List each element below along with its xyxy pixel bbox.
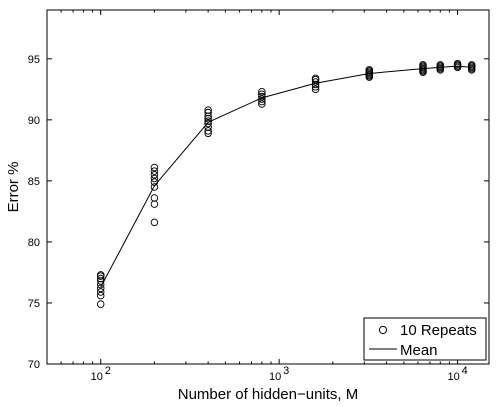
data-point <box>96 288 105 296</box>
data-point <box>96 274 105 283</box>
legend-label-repeats: 10 Repeats <box>400 322 477 339</box>
data-point <box>204 123 212 131</box>
data-point <box>258 92 266 101</box>
data-point <box>96 291 105 300</box>
legend-marker-repeats <box>378 325 388 335</box>
y-tick-label: 85 <box>28 176 40 188</box>
x-tick-label: 10 <box>269 371 281 383</box>
data-point <box>96 277 105 285</box>
data-point <box>150 183 159 191</box>
data-point <box>96 280 105 289</box>
data-point <box>419 61 427 69</box>
data-point <box>258 97 266 106</box>
y-tick-label: 80 <box>28 237 40 249</box>
data-point <box>204 108 212 117</box>
data-point <box>258 88 266 96</box>
data-point <box>204 112 212 120</box>
data-point <box>453 59 462 68</box>
data-point <box>204 127 212 135</box>
data-point <box>311 83 320 91</box>
data-point <box>96 300 105 308</box>
data-point <box>258 90 266 98</box>
y-tick-label: 70 <box>28 359 40 371</box>
x-tick-label: 10 <box>447 371 459 383</box>
mean-line <box>100 65 472 288</box>
data-point <box>311 78 320 86</box>
data-point <box>96 271 105 279</box>
data-point <box>467 61 476 69</box>
x-tick-exponent: 4 <box>462 365 468 377</box>
data-point <box>436 61 445 69</box>
data-point <box>258 95 266 103</box>
data-point <box>365 66 374 74</box>
data-point <box>204 114 212 123</box>
legend-box <box>363 317 487 361</box>
scatter-markers <box>96 59 476 308</box>
plot-frame <box>46 9 490 365</box>
y-axis-title: Error % <box>5 162 22 213</box>
y-tick-label: 90 <box>28 115 40 127</box>
y-tick-label: 95 <box>28 54 40 66</box>
data-point <box>311 85 320 94</box>
data-point <box>150 171 159 179</box>
data-point <box>150 218 159 227</box>
x-tick-exponent: 2 <box>105 365 111 377</box>
data-point <box>150 163 159 172</box>
data-point <box>258 100 266 108</box>
data-point <box>150 194 159 202</box>
legend: 10 Repeats Mean <box>363 317 487 361</box>
data-point <box>311 80 320 89</box>
x-tick-label: 10 <box>91 371 103 383</box>
data-point <box>150 200 159 208</box>
x-axis-title: Number of hidden−units, M <box>178 386 359 403</box>
data-point <box>150 167 159 175</box>
data-point <box>150 174 159 183</box>
legend-label-mean: Mean <box>400 342 438 359</box>
data-point <box>204 119 212 128</box>
data-point <box>311 74 320 83</box>
x-tick-exponent: 3 <box>283 365 289 377</box>
data-point <box>150 178 159 186</box>
y-tick-label: 75 <box>28 298 40 310</box>
data-point <box>204 129 212 138</box>
data-point <box>96 284 105 293</box>
data-point <box>204 117 212 125</box>
data-point <box>204 106 212 114</box>
